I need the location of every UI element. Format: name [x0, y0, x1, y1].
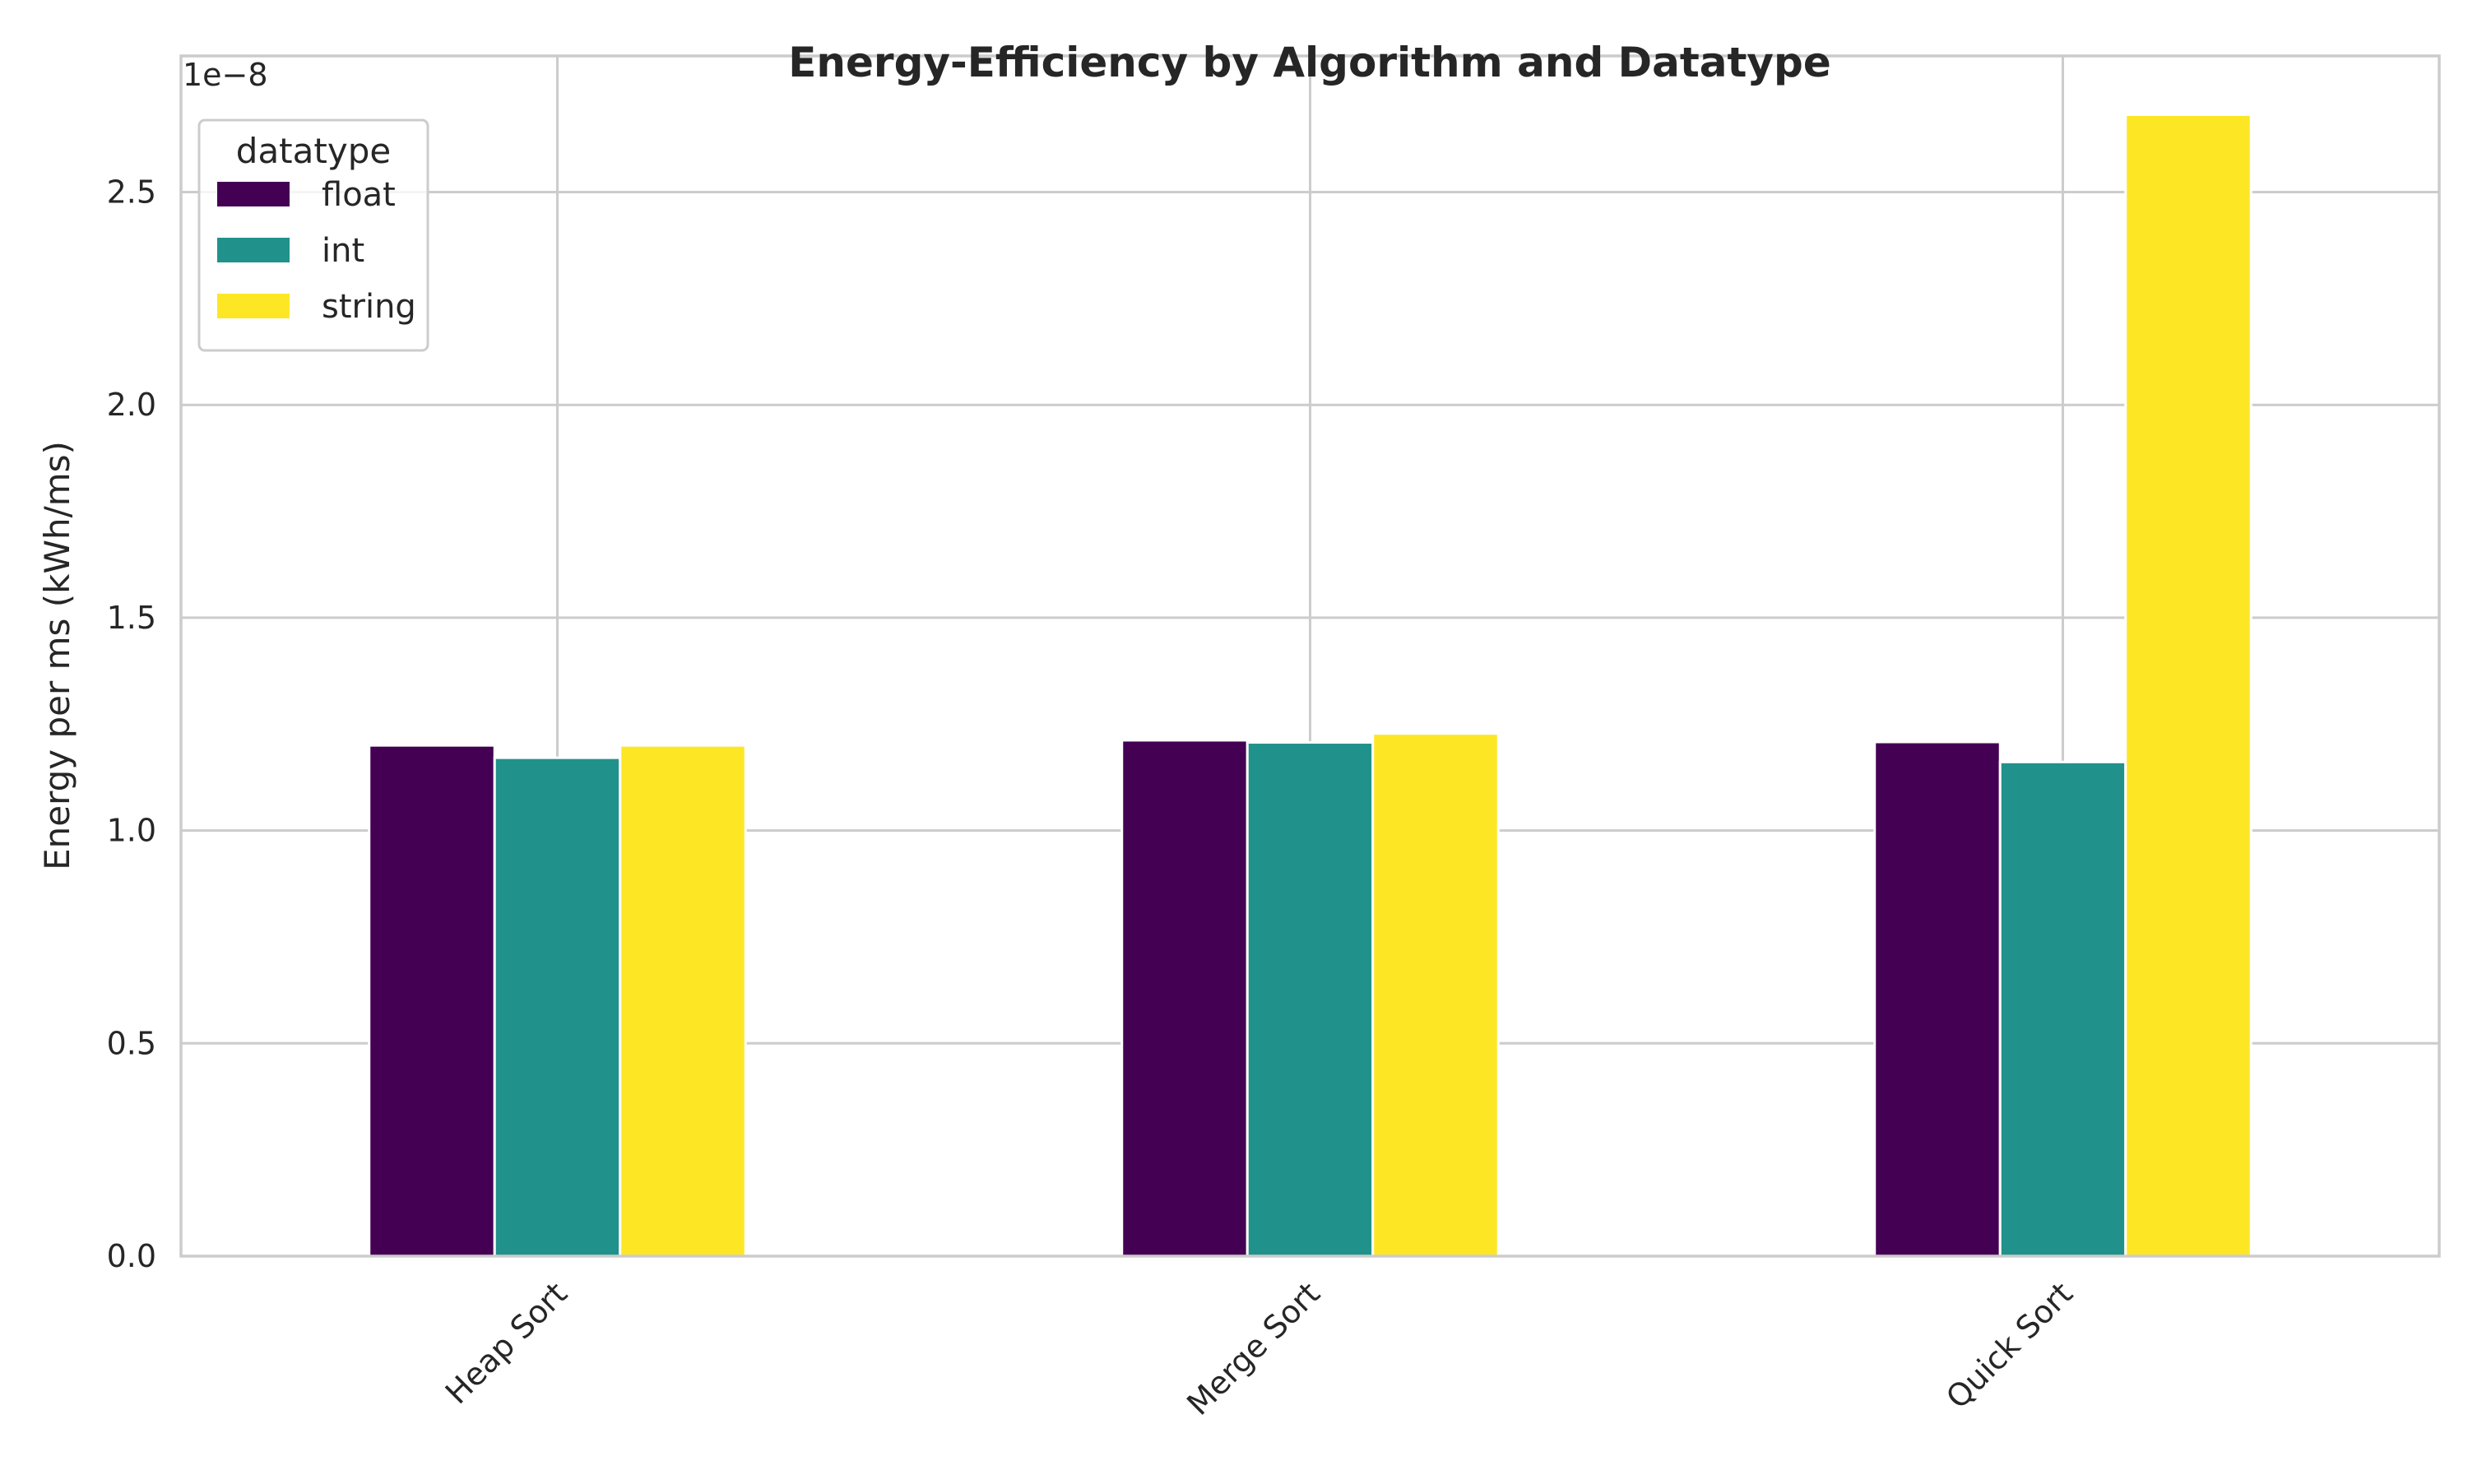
- legend-swatch-int: [217, 238, 290, 262]
- chart-title: Energy-Efficiency by Algorithm and Datat…: [788, 39, 1830, 86]
- bar-string: [2124, 113, 2252, 1258]
- bar-string: [619, 744, 747, 1258]
- legend-swatch-string: [217, 294, 290, 318]
- y-tick-labels: 0.0 0.5 1.0 1.5 2.0 2.5: [107, 174, 156, 1274]
- bar-string: [1371, 732, 1500, 1258]
- bar-int: [1998, 760, 2127, 1258]
- legend-title: datatype: [236, 131, 391, 171]
- legend-label-string: string: [322, 288, 416, 326]
- legend-entries: float int string: [217, 176, 416, 326]
- y-tick-label: 2.0: [107, 387, 156, 423]
- legend-label-float: float: [322, 176, 396, 214]
- bar-int: [493, 756, 622, 1258]
- legend-box: [197, 118, 429, 352]
- legend-swatch-float: [217, 182, 290, 206]
- bars: [368, 113, 2252, 1258]
- plot-frame: [179, 54, 2441, 1258]
- bar-float: [368, 744, 496, 1258]
- y-tick-label: 0.0: [107, 1238, 156, 1274]
- bar-float: [1873, 740, 2002, 1258]
- y-tick-label: 1.5: [107, 600, 156, 636]
- legend: datatype float int string: [197, 118, 429, 352]
- legend-label-int: int: [322, 232, 364, 270]
- y-axis-label: Energy per ms (kWh/ms): [37, 441, 77, 870]
- y-tick-label: 2.5: [107, 174, 156, 211]
- y-axis-offset-label: 1e−8: [183, 57, 268, 93]
- bar-float: [1120, 739, 1249, 1258]
- y-tick-label: 0.5: [107, 1025, 156, 1061]
- bar-int: [1246, 741, 1375, 1258]
- y-tick-label: 1.0: [107, 813, 156, 849]
